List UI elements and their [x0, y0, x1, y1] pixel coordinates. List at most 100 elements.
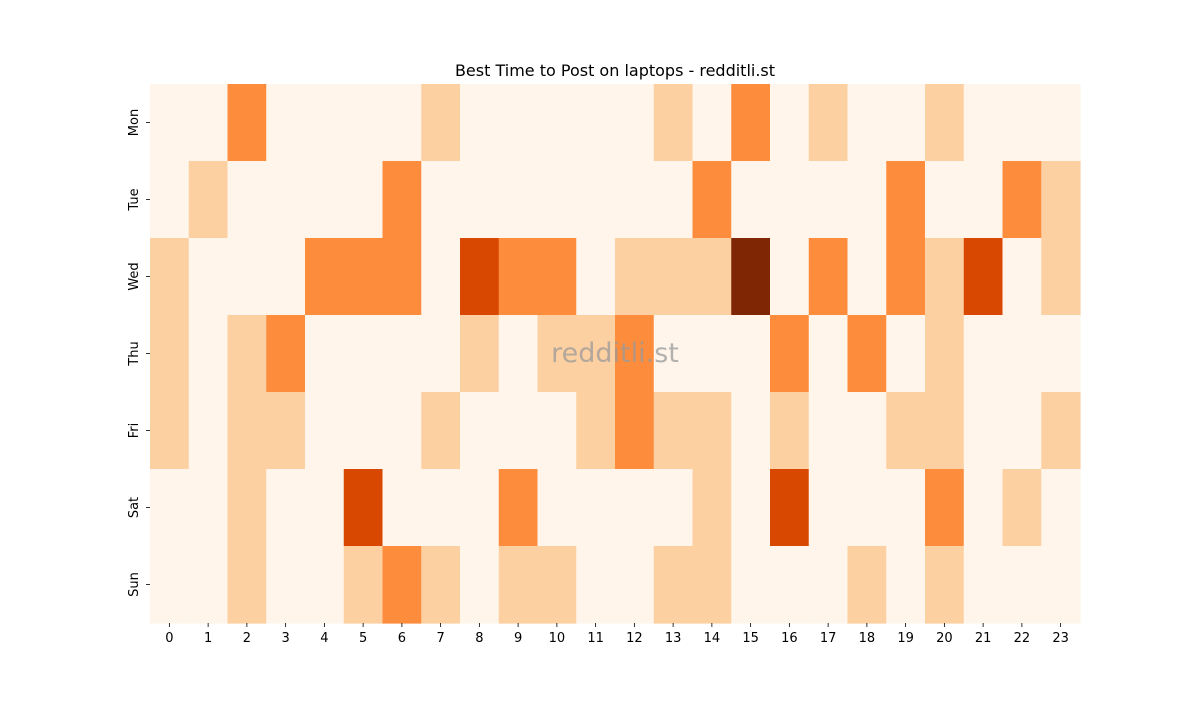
heatmap-cell [343, 392, 384, 470]
heatmap-cell [847, 315, 887, 393]
heatmap-cell [421, 238, 461, 316]
x-tick-label: 19 [897, 631, 914, 646]
heatmap-cell [576, 392, 616, 470]
x-tick-label: 7 [436, 631, 444, 646]
heatmap-cell [150, 84, 190, 162]
heatmap-cell [847, 238, 887, 316]
heatmap-cell [150, 315, 190, 393]
heatmap-cell [343, 315, 384, 393]
x-tick-label: 11 [587, 631, 604, 646]
heatmap-cell [305, 161, 345, 239]
heatmap-cell [537, 546, 577, 624]
heatmap-cell [421, 84, 461, 162]
heatmap-cell [343, 469, 384, 547]
heatmap-cell [731, 469, 771, 547]
heatmap-cell [460, 161, 500, 239]
heatmap-cell [382, 546, 422, 624]
heatmap-cell [537, 84, 577, 162]
heatmap-cell [188, 469, 229, 547]
chart-title: Best Time to Post on laptops - redditli.… [455, 61, 775, 80]
heatmap-cell [188, 315, 229, 393]
heatmap-cell [886, 238, 926, 316]
heatmap-cell [847, 84, 887, 162]
heatmap-cell [653, 315, 694, 393]
y-axis: Mon Tue Wed Thu Fri Sat Sun [127, 109, 150, 597]
y-tick-label: Tue [127, 188, 142, 211]
heatmap-cell [770, 546, 810, 624]
heatmap-cell [731, 392, 771, 470]
heatmap-cell [537, 469, 577, 547]
heatmap-cell [460, 392, 500, 470]
heatmap-cell [1002, 392, 1042, 470]
heatmap-cell [305, 238, 345, 316]
heatmap-cell [460, 315, 500, 393]
heatmap-cell [770, 161, 810, 239]
x-tick-label: 1 [204, 631, 212, 646]
heatmap-cell [963, 84, 1004, 162]
heatmap-cell [925, 469, 965, 547]
heatmap-cell [1002, 84, 1042, 162]
heatmap-cell [576, 546, 616, 624]
heatmap-cell [343, 84, 384, 162]
heatmap-cell [731, 84, 771, 162]
heatmap-cell [1041, 546, 1081, 624]
heatmap-cell [1041, 315, 1081, 393]
heatmap-cell [692, 315, 732, 393]
heatmap-cell [847, 469, 887, 547]
heatmap-cell [886, 84, 926, 162]
heatmap-cell [615, 84, 655, 162]
heatmap-cell [808, 315, 849, 393]
x-tick-label: 0 [165, 631, 173, 646]
heatmap-cell [1002, 315, 1042, 393]
heatmap-cell [498, 84, 539, 162]
heatmap-cell [498, 315, 539, 393]
heatmap-cell [460, 84, 500, 162]
heatmap-cell [227, 469, 267, 547]
heatmap-cell [150, 469, 190, 547]
heatmap-cell [692, 84, 732, 162]
heatmap-cell [1041, 469, 1081, 547]
x-tick-label: 14 [704, 631, 721, 646]
x-tick-label: 21 [975, 631, 992, 646]
heatmap-cell [227, 546, 267, 624]
heatmap-cell [653, 161, 694, 239]
heatmap-cell [382, 469, 422, 547]
heatmap-cell [925, 315, 965, 393]
heatmap-cell [847, 392, 887, 470]
heatmap-cell [498, 546, 539, 624]
heatmap-cell [498, 392, 539, 470]
heatmap-cell [925, 238, 965, 316]
heatmap-cell [731, 546, 771, 624]
heatmap-cell [1002, 238, 1042, 316]
x-tick-label: 20 [936, 631, 953, 646]
heatmap-cell [1041, 84, 1081, 162]
x-tick-label: 5 [359, 631, 367, 646]
heatmap-cell [188, 84, 229, 162]
heatmap-cell [421, 315, 461, 393]
heatmap-cell [615, 161, 655, 239]
heatmap-cell [692, 392, 732, 470]
x-tick-label: 9 [514, 631, 522, 646]
heatmap-cell [1041, 238, 1081, 316]
heatmap-cell [421, 546, 461, 624]
heatmap-cell [770, 315, 810, 393]
heatmap-cell [382, 315, 422, 393]
heatmap-cell [615, 315, 655, 393]
heatmap-cell [731, 161, 771, 239]
heatmap-cell [421, 469, 461, 547]
heatmap-cell [1002, 546, 1042, 624]
heatmap-cell [498, 469, 539, 547]
watermark-text: redditli.st [551, 338, 679, 369]
heatmap-cell [188, 392, 229, 470]
heatmap-cell [227, 161, 267, 239]
heatmap-cell [886, 161, 926, 239]
heatmap-cell [692, 546, 732, 624]
y-tick-label: Fri [127, 423, 142, 439]
heatmap-cell [653, 392, 694, 470]
heatmap-cell [963, 546, 1004, 624]
x-tick-label: 2 [243, 631, 251, 646]
heatmap-cell [886, 392, 926, 470]
heatmap-cell [770, 84, 810, 162]
x-tick-label: 8 [475, 631, 483, 646]
